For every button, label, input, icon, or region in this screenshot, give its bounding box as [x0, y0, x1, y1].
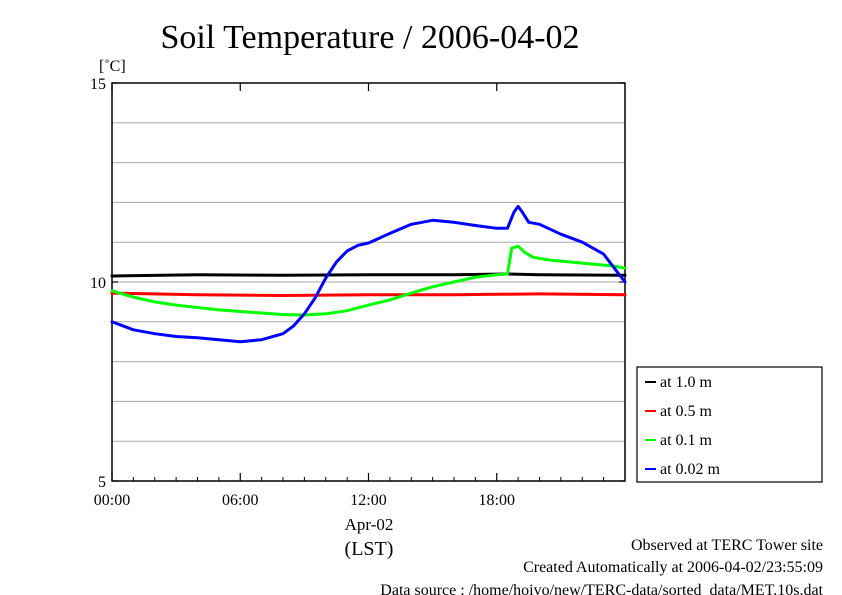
series-line [110, 291, 627, 297]
data-series [110, 204, 627, 344]
chart-title: Soil Temperature / 2006-04-02 [160, 19, 579, 56]
axis-ticks: 5 10 15 00:00 06:00 12:00 18:00 [90, 76, 625, 509]
y-tick-label: 10 [90, 275, 106, 292]
legend-box [636, 366, 823, 483]
x-tick-label: 18:00 [479, 492, 515, 509]
legend-items: at 1.0 m at 0.5 m at 0.1 m at 0.02 m [645, 374, 721, 478]
legend-label: at 1.0 m [660, 374, 713, 391]
x-tick-label: 12:00 [350, 492, 386, 509]
footer-created-text: Created Automatically at 2006-04-02/23:5… [523, 559, 823, 576]
y-tick-label: 5 [98, 474, 106, 491]
x-tick-label: 06:00 [222, 492, 258, 509]
y-axis-unit-label: [˚C] [99, 58, 126, 75]
series-line [110, 272, 627, 278]
legend-label: at 0.5 m [660, 403, 713, 420]
gridlines [112, 122, 625, 442]
footer-source-text: Data source : /home/hoivo/new/TERC-data/… [380, 582, 823, 595]
x-tick-label: 00:00 [94, 492, 130, 509]
series-line [110, 244, 627, 317]
legend-label: at 0.02 m [660, 461, 721, 478]
series-line [110, 204, 627, 344]
footer-site-text: Observed at TERC Tower site [631, 537, 823, 554]
x-axis-timezone-label: (LST) [345, 538, 394, 560]
legend-label: at 0.1 m [660, 432, 713, 449]
legend: at 1.0 m at 0.5 m at 0.1 m at 0.02 m [636, 366, 823, 483]
y-tick-label: 15 [90, 76, 106, 93]
x-axis-date-label: Apr-02 [345, 515, 394, 534]
